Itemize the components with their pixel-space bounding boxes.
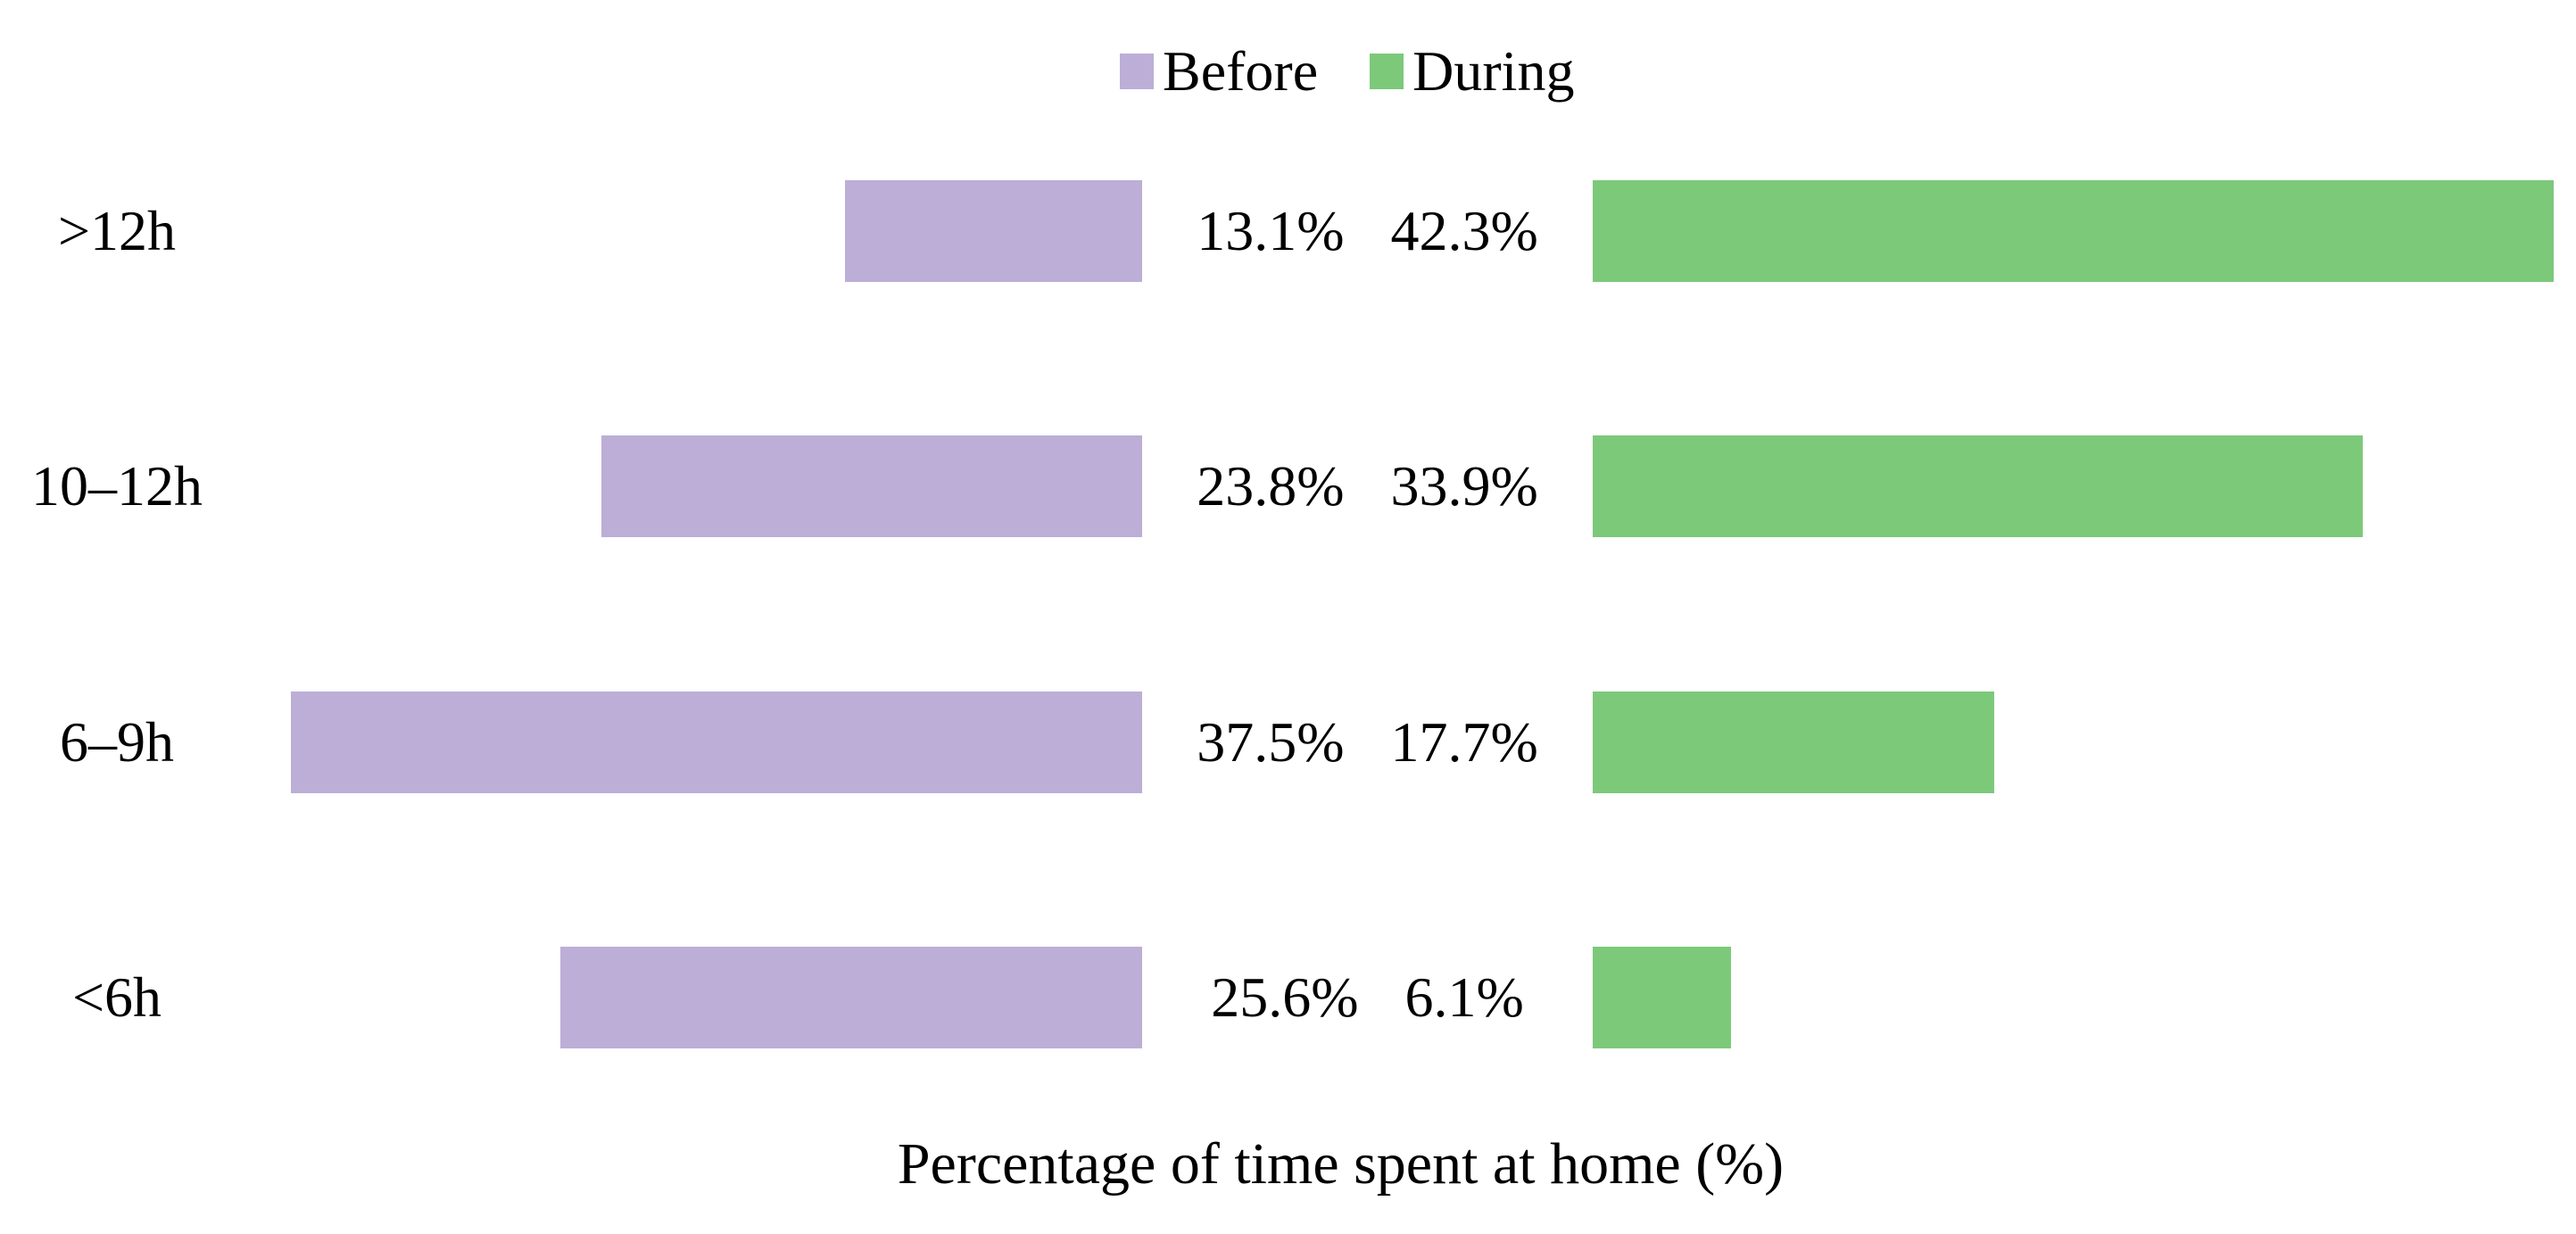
legend-label-during: During bbox=[1412, 39, 1575, 103]
during-bar bbox=[1593, 692, 1995, 793]
category-label: 6–9h bbox=[60, 710, 174, 774]
chart-row: <6h 25.6% 6.1% bbox=[0, 947, 2576, 1048]
before-bar bbox=[601, 435, 1142, 537]
legend-swatch-during-icon bbox=[1370, 54, 1404, 89]
legend-label-before: Before bbox=[1163, 39, 1319, 103]
before-value-label: 13.1% bbox=[1197, 199, 1345, 262]
before-value-label: 23.8% bbox=[1197, 454, 1345, 518]
category-label: <6h bbox=[71, 965, 162, 1029]
during-bar bbox=[1593, 180, 2554, 282]
value-labels: 37.5% 17.7% bbox=[1142, 692, 1593, 793]
during-bar bbox=[1593, 435, 2363, 537]
before-bar bbox=[844, 180, 1142, 282]
during-bar-zone bbox=[1593, 692, 2576, 793]
during-value-label: 33.9% bbox=[1390, 454, 1538, 518]
x-axis-title: Percentage of time spent at home (%) bbox=[897, 1131, 1785, 1197]
before-bar bbox=[290, 692, 1142, 793]
value-labels: 13.1% 42.3% bbox=[1142, 180, 1593, 282]
legend-item-before: Before bbox=[1120, 43, 1318, 100]
during-value-label: 6.1% bbox=[1404, 965, 1524, 1029]
before-value-label: 25.6% bbox=[1211, 965, 1359, 1029]
category-label: 10–12h bbox=[31, 454, 203, 518]
during-bar bbox=[1593, 947, 1732, 1048]
before-value-label: 37.5% bbox=[1197, 710, 1345, 774]
legend-item-during: During bbox=[1370, 43, 1574, 100]
before-bar-zone bbox=[235, 180, 1142, 282]
chart-row: >12h 13.1% 42.3% bbox=[0, 180, 2576, 282]
before-bar bbox=[560, 947, 1142, 1048]
chart-row: 10–12h 23.8% 33.9% bbox=[0, 435, 2576, 537]
legend-swatch-before-icon bbox=[1120, 54, 1154, 89]
during-bar-zone bbox=[1593, 180, 2576, 282]
before-bar-zone bbox=[235, 947, 1142, 1048]
value-labels: 25.6% 6.1% bbox=[1142, 947, 1593, 1048]
chart-row: 6–9h 37.5% 17.7% bbox=[0, 692, 2576, 793]
during-bar-zone bbox=[1593, 435, 2576, 537]
before-bar-zone bbox=[235, 692, 1142, 793]
before-bar-zone bbox=[235, 435, 1142, 537]
chart-legend: Before During bbox=[1120, 43, 1574, 100]
value-labels: 23.8% 33.9% bbox=[1142, 435, 1593, 537]
during-bar-zone bbox=[1593, 947, 2576, 1048]
during-value-label: 17.7% bbox=[1390, 710, 1538, 774]
category-label: >12h bbox=[57, 199, 177, 262]
during-value-label: 42.3% bbox=[1390, 199, 1538, 262]
